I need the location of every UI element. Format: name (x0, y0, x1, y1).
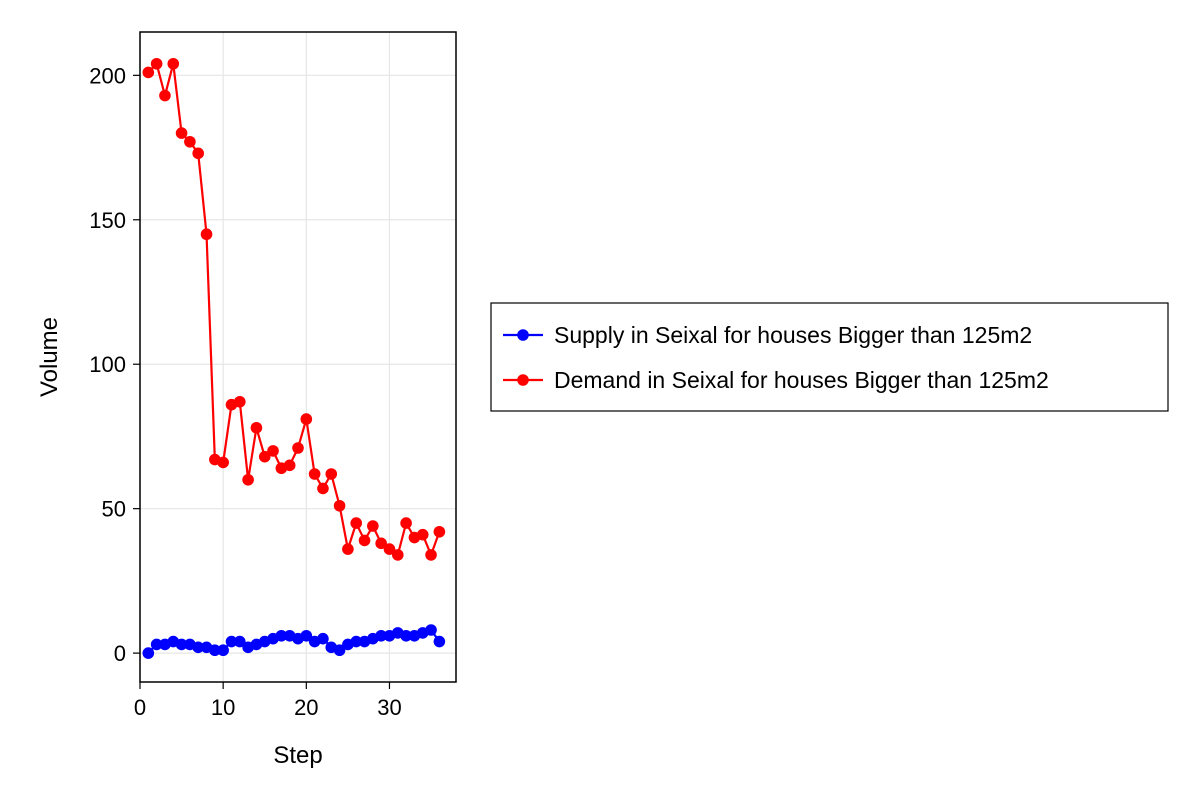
data-point (308, 468, 321, 480)
data-point (333, 499, 346, 512)
data-point (150, 57, 163, 70)
legend-item-1: Demand in Seixal for houses Bigger than … (503, 367, 1049, 393)
data-point (150, 638, 163, 651)
data-point (267, 445, 279, 457)
data-point (275, 629, 288, 642)
data-point (300, 413, 313, 425)
data-point (300, 629, 313, 642)
data-point (283, 459, 296, 472)
data-point (400, 629, 412, 642)
legend-label: Supply in Seixal for houses Bigger than … (554, 322, 1032, 348)
x-tick-label: 10 (211, 695, 235, 720)
data-point (175, 638, 188, 651)
grid (139, 32, 456, 682)
x-tick-label: 20 (294, 695, 318, 720)
legend-item-0: Supply in Seixal for houses Bigger than … (503, 322, 1032, 348)
data-point (159, 89, 171, 102)
data-point (250, 421, 263, 434)
data-point (142, 647, 155, 659)
y-tick-label: 150 (89, 208, 126, 233)
series-layer (142, 57, 446, 659)
legend-marker (517, 374, 529, 386)
data-point (217, 456, 229, 469)
data-point (167, 57, 180, 70)
data-point (192, 641, 205, 654)
data-point (425, 624, 437, 636)
data-point (209, 644, 221, 657)
x-tick-label: 0 (134, 695, 146, 720)
y-tick-label: 200 (89, 63, 126, 88)
data-point (184, 135, 196, 148)
axis-ticks: 0 10 20 30 0 50 100 150 200 (89, 63, 401, 720)
data-point (292, 442, 304, 454)
data-point (325, 468, 338, 480)
data-point (317, 632, 329, 645)
legend-label: Demand in Seixal for houses Bigger than … (554, 367, 1049, 393)
data-point (433, 635, 446, 648)
data-point (391, 549, 404, 561)
data-point (342, 543, 354, 555)
legend-items: Supply in Seixal for houses Bigger than … (503, 322, 1049, 393)
data-point (258, 450, 271, 463)
legend: Supply in Seixal for houses Bigger than … (490, 302, 1169, 412)
y-tick-label: 50 (102, 497, 126, 522)
y-tick-label: 0 (114, 641, 126, 666)
data-point (192, 147, 205, 160)
series-0 (142, 624, 446, 659)
x-tick-label: 30 (377, 695, 401, 720)
data-point (142, 66, 155, 79)
plot-frame (139, 31, 457, 683)
data-point (242, 473, 254, 486)
legend-marker (517, 329, 529, 341)
data-point (233, 395, 246, 408)
data-point (333, 644, 346, 657)
data-point (200, 228, 213, 241)
data-point (367, 520, 379, 532)
x-axis-label: Step (273, 742, 322, 769)
data-point (400, 517, 412, 529)
y-axis-label: Volume (36, 317, 63, 397)
legend-frame (490, 302, 1169, 412)
data-point (317, 482, 329, 495)
data-point (358, 534, 371, 547)
data-point (416, 528, 429, 541)
y-tick-label: 100 (89, 352, 126, 377)
data-point (375, 629, 387, 642)
data-point (425, 549, 437, 561)
data-point (225, 635, 238, 648)
data-point (217, 644, 229, 657)
data-point (350, 517, 363, 529)
data-point (375, 537, 387, 550)
data-point (175, 127, 188, 139)
data-point (350, 635, 363, 648)
data-point (433, 525, 446, 538)
data-point (383, 543, 396, 555)
series-1 (142, 57, 446, 561)
data-point (233, 635, 246, 648)
